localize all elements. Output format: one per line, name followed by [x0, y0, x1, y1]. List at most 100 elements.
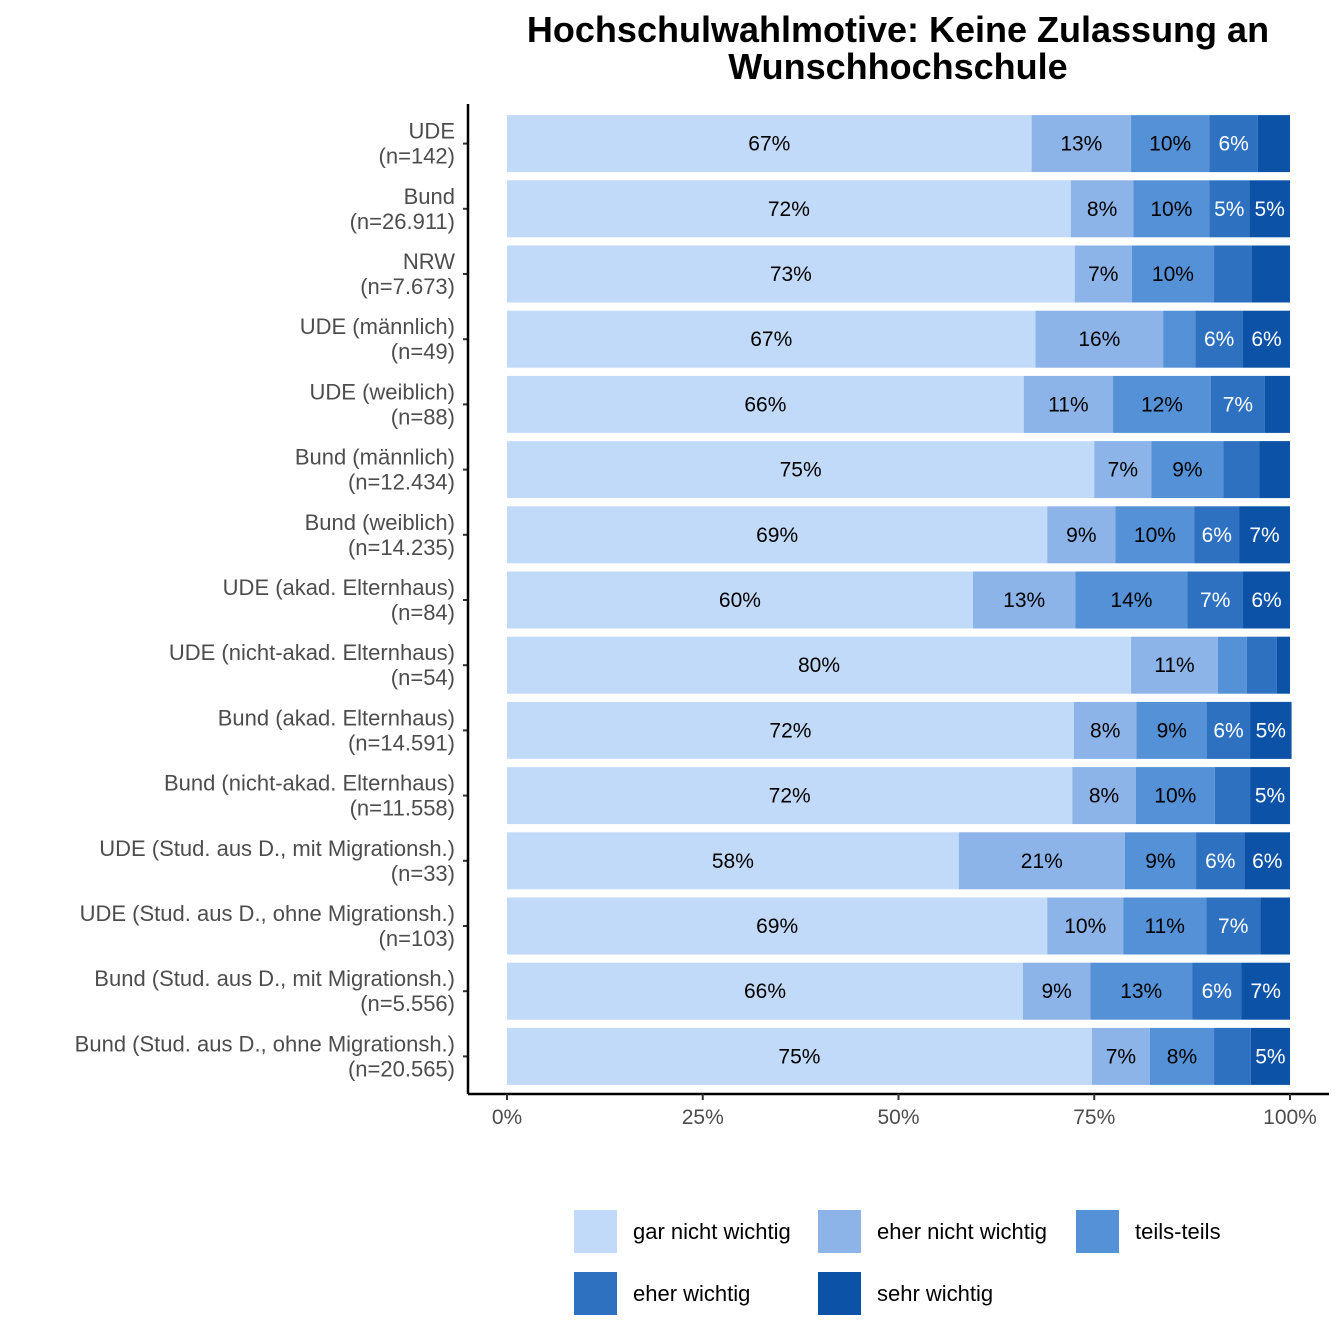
- bar-segment: [1250, 767, 1290, 825]
- bar-segment: [1090, 962, 1193, 1020]
- bar-segment: [1239, 506, 1290, 564]
- legend-item: sehr wichtig: [818, 1272, 993, 1315]
- data-label: 8%: [1090, 719, 1120, 742]
- bar-row: 66% 9% 13% 6% 7%: [507, 962, 1290, 1020]
- data-label: 13%: [1120, 980, 1162, 1003]
- data-label: 11%: [1144, 915, 1184, 938]
- data-label: 6%: [1205, 850, 1235, 873]
- bar-segment: [1022, 962, 1091, 1020]
- data-label: 12%: [1141, 393, 1183, 416]
- bar-row: 67% 16% 6% 6%: [507, 310, 1290, 368]
- bar-segment: [507, 310, 1036, 368]
- bar-segment: [1264, 375, 1290, 433]
- data-label: 21%: [1021, 850, 1063, 873]
- bar-segment: [1260, 897, 1290, 955]
- data-label: 66%: [744, 980, 786, 1003]
- bar-segment: [1149, 1027, 1215, 1085]
- bar-segment: [1072, 767, 1136, 825]
- bar-segment: [507, 962, 1023, 1020]
- data-label: 69%: [756, 915, 798, 938]
- bar-segment: [972, 571, 1076, 629]
- category-n-label: (n=14.591): [348, 730, 455, 755]
- data-label: 5%: [1255, 785, 1285, 808]
- bar-row: 72% 8% 9% 6% 5%: [507, 701, 1292, 759]
- bar-row: 75% 7% 8% 5%: [507, 1027, 1290, 1085]
- bar-segment: [1133, 180, 1210, 238]
- chart-title: Hochschulwahlmotive: Keine Zulassung anW…: [527, 9, 1269, 87]
- bar-row: 72% 8% 10% 5%: [507, 767, 1290, 825]
- data-label: 16%: [1078, 328, 1120, 351]
- x-tick-label: 75%: [1073, 1106, 1115, 1129]
- data-label: 72%: [768, 198, 810, 221]
- bar-segment: [1223, 441, 1260, 499]
- legend-item: gar nicht wichtig: [574, 1210, 791, 1253]
- data-label: 5%: [1214, 198, 1244, 221]
- category-n-label: (n=5.556): [360, 991, 455, 1016]
- data-label: 8%: [1089, 785, 1119, 808]
- bar-segment: [1244, 832, 1290, 890]
- data-label: 7%: [1249, 524, 1279, 547]
- bar-segment: [1250, 1027, 1290, 1085]
- bar-segment: [1187, 571, 1244, 629]
- x-axis-ticks: 0% 25% 50% 75% 100%: [492, 1094, 1317, 1129]
- category-label: Bund: [404, 184, 455, 209]
- category-n-label: (n=142): [379, 144, 455, 169]
- bar-segment: [507, 701, 1074, 759]
- bar-segment: [1035, 310, 1164, 368]
- category-label: Bund (akad. Elternhaus): [218, 705, 455, 730]
- bar-segment: [1123, 897, 1207, 955]
- data-label: 10%: [1134, 524, 1176, 547]
- bar-row: 67% 13% 10% 6%: [507, 115, 1290, 173]
- bar-row: 69% 10% 11% 7%: [507, 897, 1290, 955]
- chart-title-line: Hochschulwahlmotive: Keine Zulassung an: [527, 9, 1269, 50]
- data-label: 6%: [1251, 589, 1281, 612]
- bars: 67% 13% 10% 6%72% 8% 10% 5% 5%73% 7% 10%67% 16% 6% 6…: [507, 115, 1292, 1085]
- category-label: Bund (Stud. aus D., ohne Migrationsh.): [75, 1031, 455, 1056]
- bar-segment: [1136, 701, 1208, 759]
- bar-segment: [1210, 375, 1265, 433]
- data-label: 14%: [1110, 589, 1152, 612]
- bar-row: 75% 7% 9%: [507, 441, 1290, 499]
- category-label: UDE (Stud. aus D., ohne Migrationsh.): [80, 901, 455, 926]
- data-label: 10%: [1154, 785, 1196, 808]
- bar-segment: [1241, 962, 1290, 1020]
- bar-segment: [1151, 441, 1224, 499]
- bar-segment: [507, 180, 1071, 238]
- bar-row: 69% 9% 10% 6% 7%: [507, 506, 1290, 564]
- bar-segment: [1249, 180, 1290, 238]
- category-label: UDE (akad. Elternhaus): [223, 575, 455, 600]
- bar-segment: [1276, 636, 1290, 694]
- data-label: 9%: [1041, 980, 1071, 1003]
- bar-segment: [1131, 245, 1215, 303]
- bar-segment: [1075, 571, 1188, 629]
- category-n-label: (n=33): [391, 861, 455, 886]
- category-n-label: (n=26.911): [350, 209, 455, 234]
- bar-segment: [507, 636, 1132, 694]
- bar-row: 72% 8% 10% 5% 5%: [507, 180, 1290, 238]
- bar-segment: [507, 767, 1073, 825]
- data-label: 73%: [770, 263, 812, 286]
- bar-segment: [1047, 897, 1124, 955]
- bar-segment: [1115, 506, 1195, 564]
- y-axis-labels: UDE(n=142) Bund(n=26.911) NRW(n=7.673) UDE …: [75, 119, 456, 1082]
- data-label: 5%: [1255, 1045, 1285, 1068]
- x-tick-label: 100%: [1263, 1106, 1317, 1129]
- legend-label: eher wichtig: [633, 1281, 750, 1306]
- x-tick-label: 25%: [682, 1106, 724, 1129]
- bar-segment: [1209, 180, 1250, 238]
- data-label: 66%: [744, 393, 786, 416]
- bar-segment: [1073, 701, 1137, 759]
- data-label: 7%: [1106, 1045, 1136, 1068]
- data-label: 80%: [798, 654, 840, 677]
- category-label: UDE (männlich): [300, 314, 455, 339]
- bar-segment: [507, 115, 1032, 173]
- category-label: UDE (Stud. aus D., mit Migrationsh.): [99, 836, 455, 861]
- data-label: 75%: [780, 459, 822, 482]
- category-label: Bund (nicht-akad. Elternhaus): [164, 771, 455, 796]
- category-n-label: (n=103): [379, 926, 455, 951]
- data-label: 10%: [1149, 133, 1191, 156]
- data-label: 6%: [1204, 328, 1234, 351]
- category-label: UDE (nicht-akad. Elternhaus): [169, 640, 455, 665]
